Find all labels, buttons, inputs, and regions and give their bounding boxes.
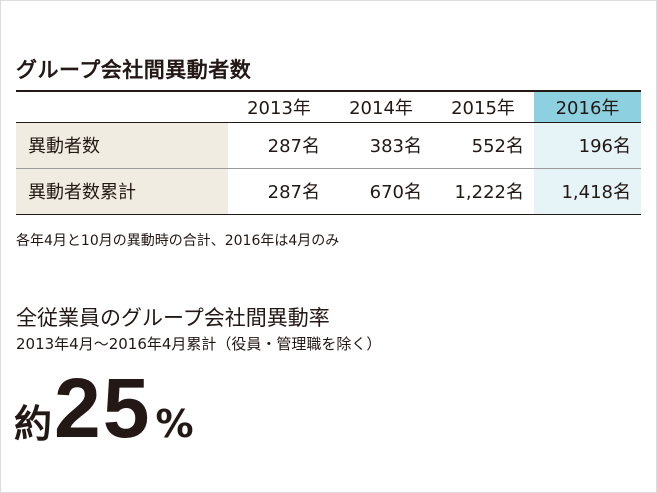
- cell-cumulative-2014: 670名: [369, 182, 422, 203]
- cell-cumulative-2013: 287名: [267, 182, 320, 203]
- rate-value: 約25%: [14, 360, 194, 455]
- rate-prefix: 約: [14, 402, 53, 446]
- table-title: グループ会社間異動者数: [16, 58, 252, 82]
- year-header-2014: 2014年: [349, 97, 413, 119]
- table-header-row: 2013年 2014年 2015年 2016年: [16, 91, 641, 122]
- header-empty: [16, 91, 228, 122]
- cell-transfers-2016: 196名: [534, 122, 641, 168]
- table-row: 異動者数 287名 383名 552名 196名: [16, 122, 641, 168]
- cell-transfers-2014: 383名: [369, 136, 422, 157]
- cell-cumulative-2015: 1,222名: [454, 182, 524, 203]
- row-label-transfers: 異動者数: [16, 122, 228, 168]
- rate-subtitle: 2013年4月〜2016年4月累計（役員・管理職を除く）: [16, 335, 382, 353]
- year-header-2016: 2016年: [534, 91, 641, 122]
- transfer-table: 2013年 2014年 2015年 2016年 異動者数 287名 383名 5…: [16, 90, 641, 215]
- cell-cumulative-2016: 1,418名: [534, 168, 641, 214]
- table-row: 異動者数累計 287名 670名 1,222名 1,418名: [16, 168, 641, 214]
- table-note: 各年4月と10月の異動時の合計、2016年は4月のみ: [16, 233, 340, 249]
- row-label-cumulative: 異動者数累計: [16, 168, 228, 214]
- cell-transfers-2013: 287名: [267, 136, 320, 157]
- cell-transfers-2015: 552名: [471, 136, 524, 157]
- rate-title: 全従業員のグループ会社間異動率: [16, 306, 330, 330]
- year-header-2015: 2015年: [451, 97, 515, 119]
- rate-number: 25: [54, 361, 152, 455]
- rate-unit: %: [155, 402, 194, 446]
- year-header-2013: 2013年: [247, 97, 311, 119]
